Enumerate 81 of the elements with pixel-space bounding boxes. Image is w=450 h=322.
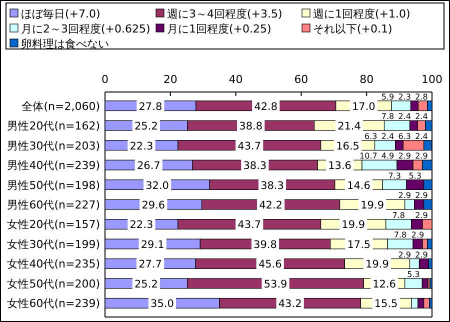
data-label: 38.8: [239, 120, 263, 133]
data-label: 43.7: [238, 140, 262, 152]
data-label: 2.9: [398, 191, 412, 200]
data-label: 38.3: [243, 160, 267, 172]
y-tick-label: 女性40代(n=235): [7, 258, 100, 271]
legend-label: 月に1回程度(+0.25): [167, 22, 272, 36]
data-label: 7.3: [388, 171, 401, 180]
y-tick-label: 女性60代(n=239): [7, 297, 100, 310]
data-label: 35.0: [150, 298, 174, 310]
legend-label: 週に1回程度(+1.0): [313, 8, 410, 20]
data-label: 12.6: [372, 278, 396, 290]
y-tick-label: 男性50代(n=198): [7, 178, 100, 192]
legend-label: 月に2～3回程度(+0.625): [21, 22, 150, 36]
data-label: 26.7: [136, 160, 160, 172]
data-label: 5.3: [408, 171, 422, 180]
data-label: 27.8: [138, 100, 162, 113]
legend-label: 週に3～4回程度(+3.5): [167, 8, 282, 20]
data-label: 39.8: [254, 238, 277, 251]
data-label: 6.3: [398, 132, 412, 141]
data-label: 19.9: [366, 258, 389, 271]
data-label: 43.7: [238, 219, 262, 232]
data-label: 38.3: [260, 180, 284, 192]
data-label: 4.9: [381, 152, 394, 161]
x-tick-label: 100: [422, 73, 442, 86]
data-label: 42.2: [259, 200, 282, 212]
y-tick-label: 男性60代(n=227): [7, 198, 100, 212]
data-label: 10.7: [360, 152, 378, 161]
data-label: 22.3: [130, 219, 154, 232]
data-label: 2.9: [398, 250, 412, 260]
data-label: 17.5: [347, 238, 371, 251]
data-label: 53.9: [264, 278, 288, 290]
data-label: 2.4: [381, 132, 394, 141]
data-label: 15.5: [374, 298, 398, 310]
x-tick-label: 20: [163, 73, 178, 86]
data-label: 2.9: [415, 210, 428, 220]
data-label: 2.8: [415, 92, 428, 102]
data-label: 29.6: [142, 200, 166, 212]
data-label: 6.3: [364, 132, 378, 141]
y-tick-label: 女性30代(n=199): [7, 238, 100, 251]
data-label: 2.4: [398, 112, 412, 122]
data-label: 17.0: [352, 100, 376, 113]
x-tick-label: 40: [228, 73, 243, 86]
data-label: 2.9: [398, 152, 412, 161]
y-tick-label: 男性30代(n=203): [7, 139, 100, 152]
x-tick-label: 60: [294, 73, 308, 86]
y-tick-label: 男性20代(n=162): [7, 120, 100, 133]
data-label: 2.9: [411, 230, 424, 240]
y-tick-label: 女性50代(n=200): [7, 277, 100, 290]
x-tick-label: 0: [102, 73, 108, 86]
data-label: 14.6: [347, 180, 371, 192]
data-label: 22.3: [130, 140, 154, 152]
y-tick-label: 全体(n=2,060): [22, 100, 100, 113]
y-tick-label: 女性20代(n=157): [7, 218, 100, 232]
data-label: 19.9: [342, 219, 366, 232]
data-label: 32.0: [146, 180, 170, 192]
legend-label: それ以下(+0.1): [313, 22, 392, 36]
data-label: 5.3: [407, 270, 420, 280]
legend-label: ほぼ毎日(+7.0): [21, 8, 100, 20]
data-label: 7.8: [381, 112, 394, 122]
data-label: 19.9: [360, 200, 384, 212]
data-label: 25.2: [134, 278, 158, 290]
data-label: 7.8: [392, 210, 406, 220]
data-label: 5.9: [381, 92, 394, 102]
data-label: 2.9: [415, 191, 428, 200]
data-label: 2.9: [415, 250, 428, 260]
data-label: 25.2: [134, 120, 158, 133]
data-label: 13.6: [328, 160, 352, 172]
data-label: 2.4: [415, 132, 428, 141]
data-label: 2.4: [415, 112, 428, 122]
data-label: 42.8: [254, 100, 278, 113]
data-label: 16.5: [336, 140, 360, 152]
data-label: 2.9: [415, 152, 428, 161]
x-tick-label: 80: [360, 73, 374, 86]
data-label: 45.6: [258, 258, 282, 271]
data-label: 43.2: [278, 298, 302, 310]
data-label: 29.1: [140, 238, 164, 251]
data-label: 2.3: [398, 92, 412, 102]
data-label: 21.4: [338, 120, 362, 133]
data-label: 27.7: [138, 258, 162, 271]
y-tick-label: 男性40代(n=239): [7, 159, 100, 172]
data-label: 7.8: [394, 230, 407, 240]
